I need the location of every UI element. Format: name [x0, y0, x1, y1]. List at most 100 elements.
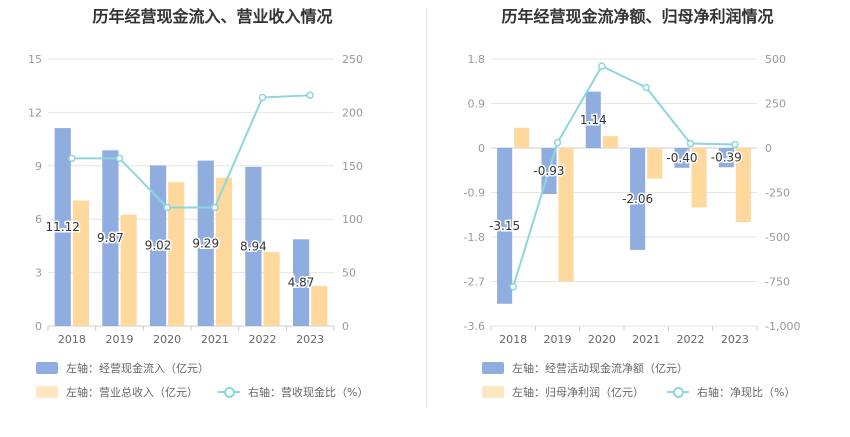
right-y-right-tick: 500 [765, 53, 786, 66]
left-bar-blue [197, 160, 214, 326]
left-line-point [211, 203, 219, 212]
left-x-tick-label: 2020 [153, 333, 181, 346]
right-y-right-tick: 0 [765, 142, 772, 155]
left-line-point [306, 91, 314, 100]
right-x-tick-label: 2023 [721, 333, 749, 346]
left-x-tick-label: 2021 [201, 333, 229, 346]
left-bar-orange [263, 252, 280, 326]
left-x-tick-label: 2019 [106, 333, 134, 346]
right-bar-blue [630, 148, 646, 250]
right-legend-line-label: 右轴：净现比（%） [697, 386, 796, 399]
right-line-point [509, 283, 517, 291]
left-y-left-tick: 12 [28, 106, 42, 119]
right-y-right-tick: 250 [765, 98, 786, 111]
left-legend-bar1[interactable]: 左轴：经营现金流入（亿元） [36, 360, 209, 376]
right-bar-blue [718, 148, 734, 168]
left-y-left-tick: 6 [35, 213, 42, 226]
legend-swatch-blue [482, 362, 504, 374]
left-y-right-tick: 100 [342, 213, 363, 226]
right-x-tick-label: 2021 [632, 333, 660, 346]
right-data-label: -0.40 [666, 151, 697, 165]
left-line-point [163, 203, 171, 212]
legend-swatch-orange [36, 386, 58, 398]
left-bar-orange [168, 182, 185, 326]
right-x-tick-label: 2018 [499, 333, 527, 346]
right-y-right-tick: -500 [765, 231, 790, 244]
right-line-series [512, 64, 735, 288]
left-y-right-tick: 250 [342, 53, 363, 66]
left-x-tick-label: 2018 [58, 333, 86, 346]
right-legend-bar1-label: 左轴：经营活动现金流净额（亿元） [512, 362, 688, 375]
right-bar-orange [735, 148, 751, 223]
left-data-label: 8.94 [240, 239, 267, 253]
left-y-left-tick: 3 [35, 267, 42, 280]
left-bar-blue [102, 150, 119, 326]
right-bar-orange [558, 148, 574, 282]
left-line-point [68, 154, 76, 163]
right-legend-line[interactable]: 右轴：净现比（%） [667, 384, 795, 400]
left-data-label: 9.02 [145, 239, 172, 253]
left-x-tick-label: 2022 [249, 333, 277, 346]
right-data-label: -0.93 [533, 164, 564, 178]
legend-swatch-orange [482, 386, 504, 398]
left-line-series [71, 94, 311, 209]
left-bar-blue [245, 166, 262, 326]
left-y-left-tick: 15 [28, 53, 42, 66]
right-y-right-tick: -750 [765, 276, 790, 289]
right-data-label: -2.06 [622, 192, 653, 206]
right-bar-blue [497, 148, 513, 304]
right-chart-panel: 历年经营现金流净额、归母净利润情况 -3.6 -2.7 -1.8 -0.9 0 0.9 1.… [425, 0, 850, 437]
right-line-point [598, 62, 606, 70]
right-data-label: -0.39 [711, 151, 742, 165]
panel-divider [426, 8, 427, 408]
left-y-right-tick: 200 [342, 106, 363, 119]
left-legend-bar2[interactable]: 左轴：营业总收入（亿元） [36, 384, 198, 400]
left-y-left-tick: 0 [35, 320, 42, 333]
left-data-label: 4.87 [288, 276, 315, 290]
right-y-left-tick: -0.9 [464, 187, 485, 200]
left-y-right-tick: 150 [342, 160, 363, 173]
right-bar-orange [647, 148, 663, 179]
left-bar-orange [215, 177, 233, 326]
left-data-label: 9.29 [192, 236, 219, 250]
left-line-point [258, 93, 267, 102]
left-x-tick-label: 2023 [296, 333, 324, 346]
right-bar-blue [585, 91, 601, 148]
right-chart-title: 历年经营现金流净额、归母净利润情况 [501, 7, 774, 26]
right-x-tick-label: 2020 [588, 333, 616, 346]
left-bar-orange [120, 214, 137, 326]
right-y-left-tick: 1.8 [468, 53, 486, 66]
left-bar-blue [149, 165, 167, 326]
right-y-left-tick: -1.8 [464, 231, 485, 244]
right-legend-bar2[interactable]: 左轴：归母净利润（亿元） [482, 384, 644, 400]
right-line-point [731, 140, 739, 149]
right-y-left-tick: 0 [478, 142, 485, 155]
left-bar-blue [54, 128, 71, 326]
left-bar-orange [311, 285, 328, 326]
right-x-tick-label: 2022 [677, 333, 705, 346]
right-y-right-tick: -250 [765, 187, 790, 200]
legend-swatch-blue [36, 362, 58, 374]
left-bar-orange [72, 200, 90, 326]
right-bar-orange [514, 127, 530, 148]
right-data-label: -3.15 [489, 219, 520, 233]
right-legend-bar2-label: 左轴：归母净利润（亿元） [512, 386, 644, 399]
right-y-left-tick: -3.6 [464, 320, 485, 333]
left-legend-bar2-label: 左轴：营业总收入（亿元） [66, 386, 198, 399]
right-legend-bar1[interactable]: 左轴：经营活动现金流净额（亿元） [482, 360, 688, 376]
left-data-label: 11.12 [46, 220, 80, 234]
left-legend-bar1-label: 左轴：经营现金流入（亿元） [66, 362, 209, 375]
left-legend-line-label: 右轴：营收现金比（%） [248, 386, 369, 399]
left-y-right-tick: 50 [342, 267, 356, 280]
left-y-right-tick: 0 [342, 320, 349, 333]
left-bar-blue [292, 239, 310, 326]
left-legend-line[interactable]: 右轴：营收现金比（%） [218, 384, 368, 400]
left-chart-title: 历年经营现金流入、营业收入情况 [92, 7, 333, 26]
left-line-point [115, 154, 124, 163]
legend-swatch-line [667, 386, 689, 398]
right-bar-orange [602, 136, 618, 148]
right-y-left-tick: 0.9 [468, 98, 486, 111]
right-y-right-tick: -1,000 [765, 320, 800, 333]
